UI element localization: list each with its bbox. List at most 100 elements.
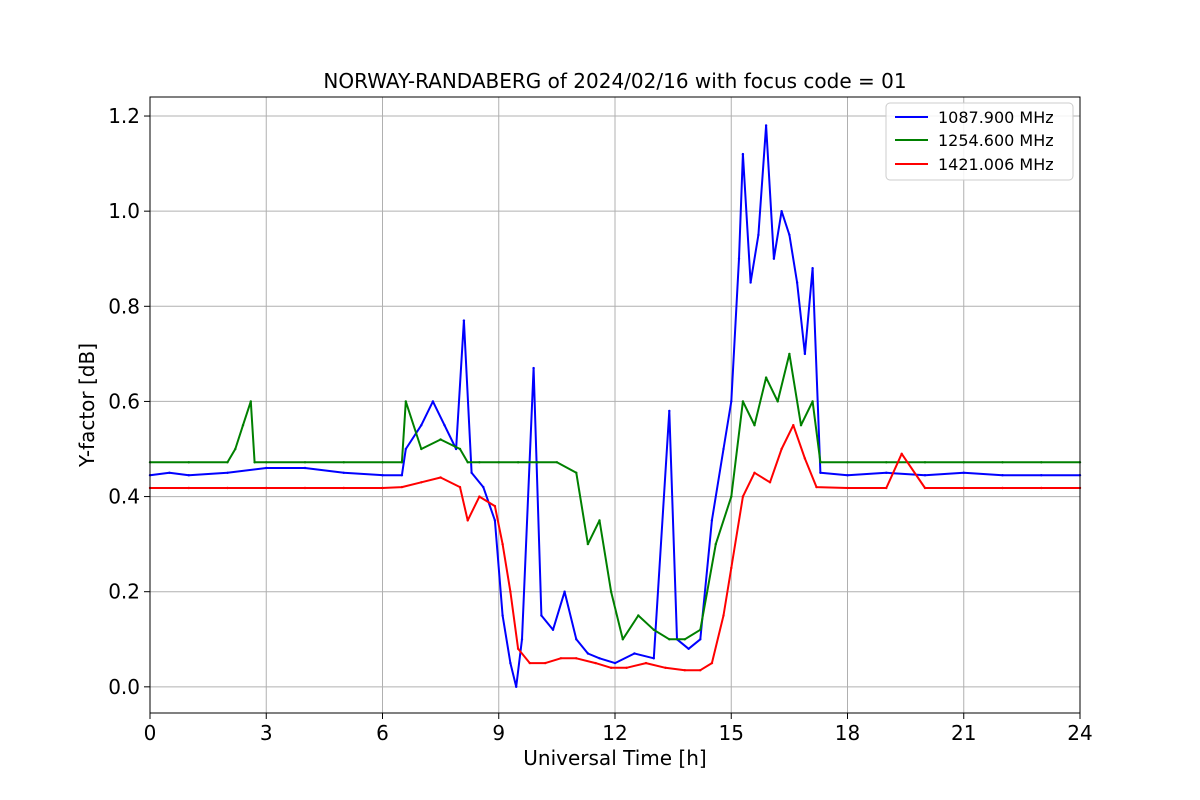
series-1-point — [516, 461, 520, 464]
series-0-point — [420, 424, 423, 427]
x-tick-label: 6 — [376, 721, 389, 745]
series-1-point — [621, 638, 624, 641]
legend-label-1254: 1254.600 MHz — [938, 131, 1054, 150]
y-tick-label: 0.8 — [108, 294, 140, 318]
series-1-point — [466, 461, 469, 464]
series-2-point — [1001, 486, 1004, 490]
series-1-point — [226, 461, 229, 464]
series-0-point — [265, 466, 268, 470]
series-line-2 — [150, 424, 1080, 672]
series-0-point — [443, 424, 446, 427]
series-0-point — [187, 474, 190, 477]
series-2-point — [699, 669, 702, 672]
series-0-point — [515, 685, 518, 688]
series-0-point — [168, 471, 171, 474]
series-0-point — [1001, 474, 1004, 477]
series-0-point — [757, 233, 760, 237]
series-1-point — [303, 461, 307, 464]
series-0-point — [400, 474, 404, 477]
series-2-point — [923, 486, 927, 490]
series-1-point — [400, 461, 404, 464]
series-2-point — [501, 542, 504, 546]
series-0-point — [819, 471, 822, 474]
y-tick-label: 0.6 — [108, 389, 140, 413]
series-0-point — [1040, 474, 1043, 477]
series-2-point — [722, 614, 725, 617]
series-2-point — [683, 669, 686, 672]
series-1-point — [586, 542, 590, 546]
y-tick-label: 0.0 — [108, 675, 140, 699]
series-2-point — [265, 486, 268, 490]
series-1-point — [1040, 461, 1043, 464]
series-0-point — [431, 400, 435, 403]
series-0-point — [586, 652, 590, 655]
series-1-point — [234, 447, 237, 451]
x-tick-label: 15 — [719, 721, 744, 745]
series-1-point — [381, 461, 384, 464]
series-2-point — [478, 495, 481, 498]
series-2-point — [381, 486, 384, 490]
series-2-point — [226, 486, 229, 490]
y-tick-label: 0.4 — [108, 485, 140, 509]
series-1-point — [923, 461, 927, 464]
x-tick-label: 9 — [492, 721, 505, 745]
series-0-point — [923, 474, 927, 477]
legend-label-1087: 1087.900 MHz — [938, 108, 1054, 127]
series-0-point — [381, 474, 384, 477]
x-axis-label: Universal Time [h] — [523, 746, 706, 770]
series-1-point — [420, 447, 423, 451]
series-0-point — [885, 471, 888, 474]
series-1-point — [637, 614, 640, 617]
series-1-point — [253, 461, 256, 464]
series-2-point — [753, 471, 756, 474]
series-0-point — [563, 590, 566, 593]
series-2-point — [420, 481, 423, 484]
series-0-point — [730, 400, 733, 403]
series-1-point — [609, 590, 613, 593]
series-0-point — [772, 257, 776, 260]
series-0-point — [803, 352, 807, 356]
series-1-point — [764, 376, 768, 379]
series-0-point — [540, 614, 543, 617]
series-1-point — [819, 461, 822, 464]
y-axis: 0.0 0.2 0.4 0.6 0.8 1.0 1.2 — [108, 104, 150, 699]
series-1-point — [439, 438, 442, 441]
series-1-point — [714, 542, 717, 546]
series-1-point — [741, 400, 745, 403]
series-2-point — [575, 657, 578, 660]
series-0-point — [613, 661, 617, 665]
series-1-point — [885, 461, 888, 464]
series-0-point — [749, 281, 752, 284]
series-0-point — [575, 638, 578, 641]
series-2-point — [792, 424, 795, 427]
series-1-point — [342, 461, 345, 464]
series-0-point — [795, 281, 799, 284]
series-2-point — [342, 486, 345, 490]
series-1-point — [598, 519, 601, 522]
series-1-point — [962, 461, 965, 464]
series-1-point — [1001, 461, 1004, 464]
series-0-point — [551, 628, 555, 631]
series-0-point — [598, 657, 601, 660]
series-1-point — [249, 400, 252, 403]
series-0-point — [633, 652, 636, 655]
series-1-point — [404, 400, 407, 403]
x-tick-label: 12 — [602, 721, 627, 745]
series-1-point — [265, 461, 268, 464]
series-0-point — [699, 638, 702, 641]
series-2-point — [458, 485, 462, 489]
series-1-point — [458, 447, 462, 451]
series-2-point — [493, 504, 497, 508]
series-2-point — [962, 486, 965, 490]
series-1-point — [699, 628, 702, 631]
series-2-point — [710, 661, 714, 665]
legend-label-1421: 1421.006 MHz — [938, 155, 1054, 174]
chart-title: NORWAY-RANDABERG of 2024/02/16 with focu… — [323, 69, 906, 93]
series-2-point — [730, 566, 733, 570]
series-0-point — [652, 657, 655, 660]
series-0-point — [737, 257, 741, 260]
series-2-point — [303, 486, 307, 490]
series-0-point — [687, 647, 690, 650]
series-1-point — [788, 352, 791, 356]
series-line-0 — [149, 124, 1080, 688]
